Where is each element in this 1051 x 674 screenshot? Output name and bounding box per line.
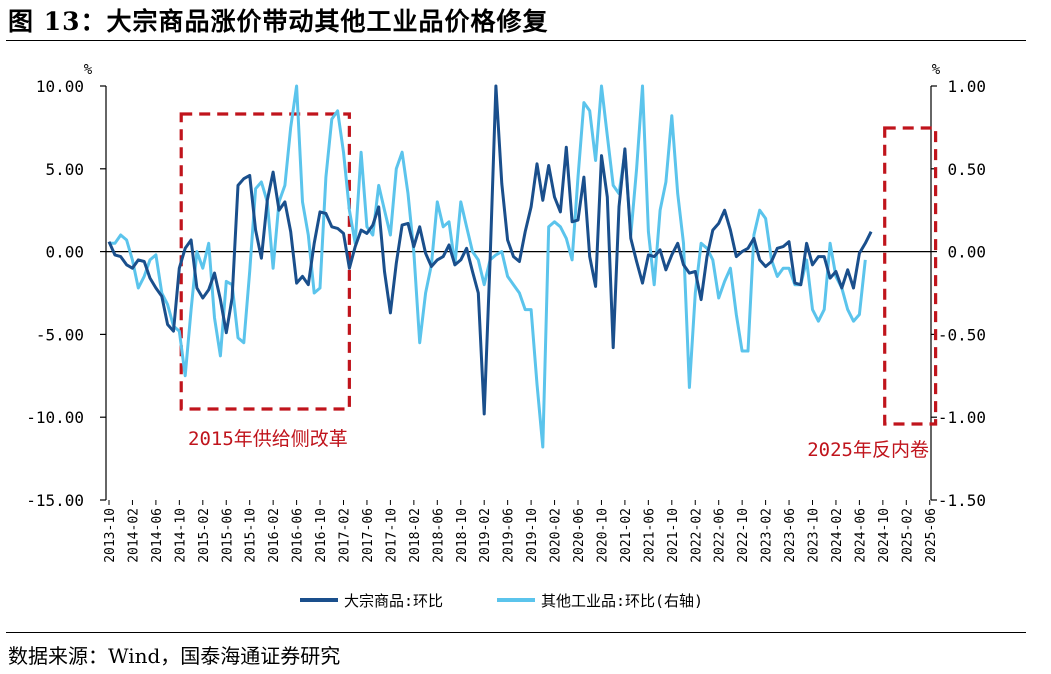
x-tick-label: 2024-02 xyxy=(830,508,845,563)
legend-label: 其他工业品:环比(右轴) xyxy=(541,592,703,610)
x-tick-label: 2017-06 xyxy=(361,508,376,563)
x-tick-label: 2016-10 xyxy=(314,508,329,563)
x-tick-label: 2013-10 xyxy=(103,508,118,563)
x-tick-label: 2015-02 xyxy=(197,508,212,563)
x-tick-label: 2024-10 xyxy=(877,508,892,563)
right-tick-label: 0.50 xyxy=(947,160,986,179)
series-layer xyxy=(107,84,873,449)
right-tick-label: -1.50 xyxy=(938,491,986,510)
annotation-layer: 2015年供给侧改革 2025年反内卷 xyxy=(179,112,938,461)
x-tick-label: 2019-06 xyxy=(502,508,517,563)
x-tick-label: 2014-06 xyxy=(150,508,165,563)
x-tick-label: 2025-02 xyxy=(900,508,915,563)
x-tick-label: 2023-10 xyxy=(807,508,822,563)
x-tick-label: 2014-10 xyxy=(173,508,188,563)
x-tick-label: 2022-02 xyxy=(689,508,704,563)
bottom-rule xyxy=(6,632,1026,633)
right-tick-label: -0.50 xyxy=(938,325,986,344)
x-tick-label: 2015-10 xyxy=(244,508,259,563)
left-tick-label: 0.00 xyxy=(45,243,84,262)
x-tick-label: 2022-10 xyxy=(736,508,751,563)
chart-legend: 大宗商品:环比 其他工业品:环比(右轴) xyxy=(300,592,703,610)
left-axis-unit: % xyxy=(84,62,93,78)
x-tick-label: 2014-02 xyxy=(126,508,141,563)
x-tick-label: 2023-06 xyxy=(783,508,798,563)
annotation-box xyxy=(883,126,938,426)
legend-label: 大宗商品:环比 xyxy=(344,592,443,610)
chart-axes: 10.00 5.00 0.00 -5.00 -10.00 -15.00% 1.00 0.50 0… xyxy=(26,62,986,563)
left-tick-label: 5.00 xyxy=(45,160,84,179)
line-chart: 10.00 5.00 0.00 -5.00 -10.00 -15.00% 1.00 0.50 0… xyxy=(26,62,986,610)
left-tick-label: -15.00 xyxy=(26,491,84,510)
x-tick-label: 2021-02 xyxy=(619,508,634,563)
x-tick-label: 2019-02 xyxy=(478,508,493,563)
x-tick-label: 2020-02 xyxy=(549,508,564,563)
left-tick-label: -10.00 xyxy=(26,408,84,427)
x-tick-label: 2016-02 xyxy=(267,508,282,563)
annotation-label: 2025年反内卷 xyxy=(807,439,929,461)
x-tick-label: 2022-06 xyxy=(713,508,728,563)
x-tick-label: 2025-06 xyxy=(924,508,939,563)
x-tick-label: 2024-06 xyxy=(853,508,868,563)
annotation-box xyxy=(179,112,351,411)
series-line-dark xyxy=(107,84,873,416)
x-tick-label: 2016-06 xyxy=(291,508,306,563)
x-tick-label: 2017-10 xyxy=(384,508,399,563)
left-tick-label: 10.00 xyxy=(36,77,84,96)
right-axis-unit: % xyxy=(932,62,941,78)
x-tick-label: 2019-10 xyxy=(525,508,540,563)
x-tick-label: 2018-06 xyxy=(431,508,446,563)
figure-title: 图 13：大宗商品涨价带动其他工业品价格修复 xyxy=(8,7,549,36)
left-tick-label: -5.00 xyxy=(36,325,84,344)
x-tick-label: 2023-02 xyxy=(760,508,775,563)
x-tick-label: 2017-02 xyxy=(338,508,353,563)
top-rule xyxy=(6,40,1026,41)
annotation-label: 2015年供给侧改革 xyxy=(188,428,348,450)
right-tick-label: 1.00 xyxy=(947,77,986,96)
x-tick-label: 2015-06 xyxy=(220,508,235,563)
x-tick-label: 2021-06 xyxy=(642,508,657,563)
x-tick-label: 2020-06 xyxy=(572,508,587,563)
data-source-note: 数据来源：Wind，国泰海通证券研究 xyxy=(8,644,341,668)
x-tick-label: 2021-10 xyxy=(666,508,681,563)
right-tick-label: -1.00 xyxy=(938,408,986,427)
x-tick-label: 2018-10 xyxy=(455,508,470,563)
x-tick-label: 2018-02 xyxy=(408,508,423,563)
right-tick-label: 0.00 xyxy=(947,243,986,262)
series-line-light xyxy=(109,84,867,449)
x-tick-label: 2020-10 xyxy=(595,508,610,563)
